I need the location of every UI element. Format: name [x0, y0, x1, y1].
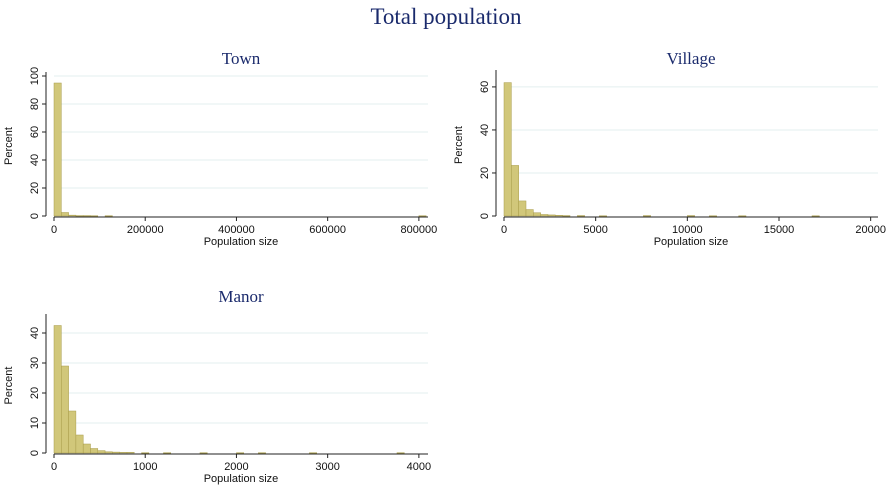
- manor-histogram-bar: [75, 434, 84, 454]
- village-y-axis-label: Percent: [453, 126, 465, 164]
- village-histogram-bar: [738, 215, 747, 217]
- town-y-tick-label: 60: [29, 126, 41, 138]
- village-y-tick-label: 0: [479, 213, 491, 219]
- village-x-tick-label: 5000: [583, 224, 607, 236]
- manor-histogram-bar: [68, 410, 77, 454]
- manor-histogram-bar: [119, 452, 128, 454]
- town-histogram-bar: [61, 212, 69, 217]
- manor-histogram-bar: [236, 452, 244, 454]
- town-histogram-bar: [90, 215, 99, 217]
- village-histogram-bar: [525, 209, 534, 217]
- manor-histogram-bar: [396, 452, 405, 454]
- manor-x-tick-label: 2000: [224, 461, 248, 473]
- manor-y-tick-label: 0: [29, 450, 41, 456]
- manor-x-tick-label: 3000: [315, 461, 339, 473]
- manor-histogram-bar: [104, 451, 113, 454]
- village-x-tick-label: 20000: [855, 224, 886, 236]
- manor-histogram-bar: [112, 451, 120, 454]
- manor-y-tick-label: 10: [29, 417, 41, 429]
- village-x-tick-label: 0: [501, 224, 507, 236]
- village-histogram-bar: [547, 214, 556, 217]
- manor-y-axis-label: Percent: [3, 367, 15, 405]
- manor-x-tick-label: 0: [51, 461, 57, 473]
- town-x-tick-label: 600000: [309, 224, 346, 236]
- village-histogram-bar: [511, 165, 519, 217]
- village-histogram-bar: [643, 215, 651, 217]
- town-histogram-bar: [75, 215, 84, 217]
- manor-x-tick-label: 4000: [407, 461, 431, 473]
- town-y-tick-label: 20: [29, 182, 41, 194]
- village-panel-title: Village: [666, 49, 715, 68]
- town-x-tick-label: 800000: [401, 224, 438, 236]
- village-y-tick-label: 60: [479, 81, 491, 93]
- village-x-axis-label: Population size: [654, 236, 729, 248]
- town-panel-title: Town: [222, 49, 261, 68]
- village-histogram-bar: [518, 200, 527, 217]
- town-x-tick-label: 400000: [218, 224, 255, 236]
- town-x-tick-label: 0: [51, 224, 57, 236]
- village-histogram-bar: [811, 215, 820, 217]
- town-histogram-bar: [68, 214, 77, 217]
- village-x-tick-label: 15000: [764, 224, 795, 236]
- manor-histogram-bar: [82, 443, 91, 454]
- manor-histogram-bar: [199, 452, 208, 454]
- town-histogram-bar: [418, 215, 427, 217]
- town-x-axis-label: Population size: [204, 236, 279, 248]
- village-histogram-bar: [709, 215, 717, 217]
- manor-histogram-bar: [163, 452, 172, 454]
- manor-histogram-bar: [309, 452, 317, 454]
- village-histogram-bar: [599, 215, 607, 217]
- town-y-tick-label: 100: [29, 67, 41, 85]
- town-y-axis-label: Percent: [3, 127, 15, 165]
- manor-y-tick-label: 20: [29, 387, 41, 399]
- manor-panel-title: Manor: [218, 287, 264, 306]
- manor-histogram-bar: [90, 448, 99, 454]
- village-histogram-bar: [540, 214, 549, 217]
- manor-histogram-bar: [141, 452, 150, 454]
- village-histogram-bar: [533, 212, 541, 217]
- town-histogram-bar: [82, 215, 91, 217]
- town-histogram-bar: [104, 215, 113, 217]
- manor-histogram-bar: [61, 365, 69, 454]
- manor-histogram-bar: [97, 450, 106, 454]
- manor-histogram-bar: [258, 452, 266, 454]
- village-histogram-bar: [555, 215, 563, 217]
- manor-y-tick-label: 30: [29, 357, 41, 369]
- village-histogram-bar: [562, 215, 571, 217]
- village-histogram-bar: [577, 215, 585, 217]
- town-y-tick-label: 40: [29, 154, 41, 166]
- manor-x-axis-label: Population size: [204, 473, 279, 485]
- village-y-tick-label: 40: [479, 124, 491, 136]
- town-y-tick-label: 0: [29, 213, 41, 219]
- manor-y-tick-label: 40: [29, 327, 41, 339]
- manor-x-tick-label: 1000: [133, 461, 157, 473]
- manor-histogram-bar: [53, 325, 62, 454]
- town-histogram-bar: [53, 82, 62, 217]
- village-y-tick-label: 20: [479, 167, 491, 179]
- village-histogram-bar: [687, 215, 695, 217]
- manor-histogram-bar: [126, 452, 135, 454]
- town-y-tick-label: 80: [29, 98, 41, 110]
- figure-title: Total population: [370, 4, 522, 29]
- town-x-tick-label: 200000: [127, 224, 164, 236]
- village-x-tick-label: 10000: [672, 224, 703, 236]
- village-histogram-bar: [503, 82, 512, 217]
